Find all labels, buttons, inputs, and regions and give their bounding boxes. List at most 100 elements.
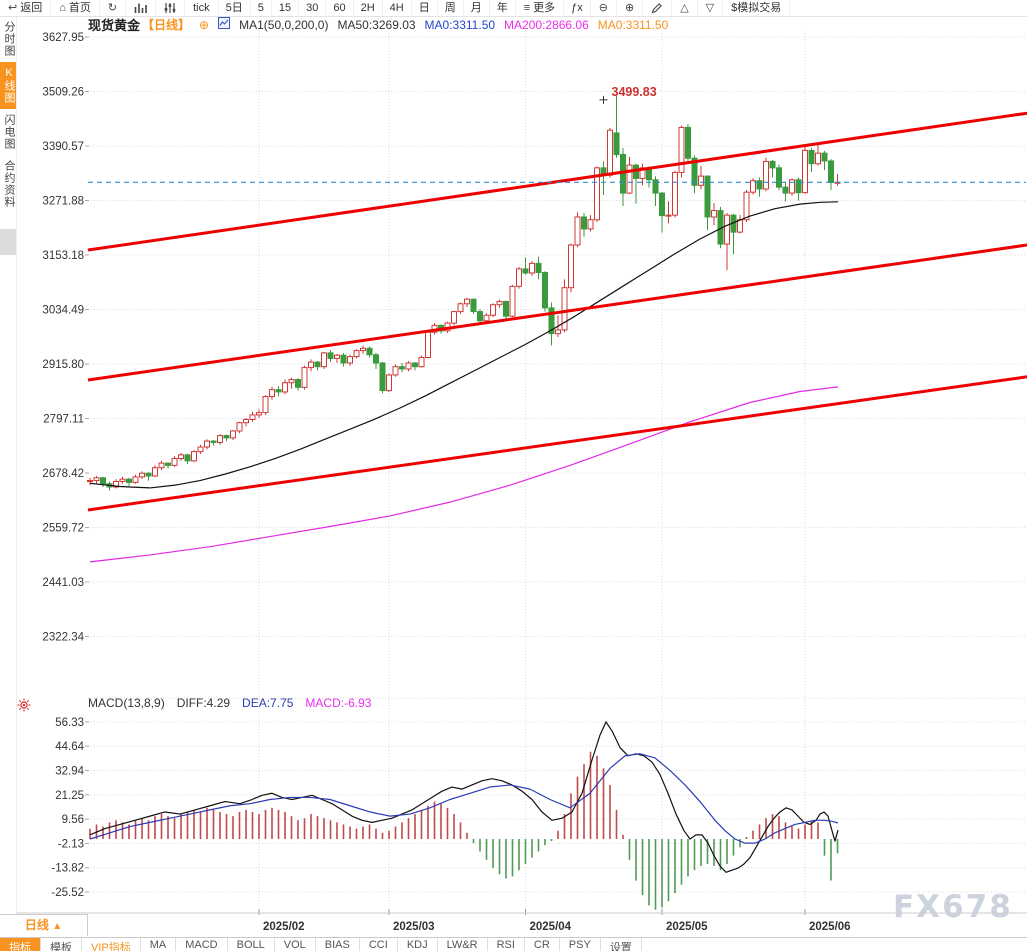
candle [503,300,509,317]
tab-指标[interactable]: 指标 [0,938,41,951]
toolbar-button-zoom-out[interactable]: ⊖ [591,0,617,16]
toolbar-button-week[interactable]: 周 [438,0,464,16]
tab-RSI[interactable]: RSI [488,938,525,951]
toolbar-button-m60[interactable]: 60 [326,0,354,16]
toolbar-button-month[interactable]: 月 [464,0,490,16]
tab-CCI[interactable]: CCI [360,938,398,951]
tab-KDJ[interactable]: KDJ [398,938,438,951]
candle [184,454,191,462]
tab-PSY[interactable]: PSY [560,938,601,951]
period-dropdown-label: 日线 [24,918,49,932]
candle [457,303,464,313]
toolbar-button-fx[interactable]: ƒx [564,0,591,16]
toolbar-button-draw[interactable] [643,0,673,16]
toolbar-button-label: 周 [444,1,456,14]
sidebar-item-time-share[interactable]: 分时图 [3,21,15,57]
toolbar-button-m30[interactable]: 30 [299,0,327,16]
trendline[interactable] [87,111,1027,252]
toolbar-button-label: 年 [496,1,508,14]
sidebar-item-contract-info[interactable]: 合约资料 [3,160,15,208]
trendline[interactable] [87,243,1027,382]
tab-CR[interactable]: CR [525,938,560,951]
candle [204,440,210,448]
toolbar-button-m5[interactable]: 5 [251,0,272,16]
candle [542,272,548,309]
candle [119,478,126,482]
toolbar-button-5d[interactable]: 5日 [219,0,251,16]
candle [821,152,828,162]
refresh-icon: ↻ [107,1,118,14]
toolbar-button-label: 更多 [533,1,556,14]
zoom-in-icon: ⊕ [624,1,635,14]
x-axis-label: 2025/04 [530,921,572,933]
tab-BOLL[interactable]: BOLL [228,938,275,951]
bar-chart-icon [134,2,147,14]
candle [418,356,425,368]
toolbar-button-tick[interactable]: tick [185,0,219,16]
indicator-sun-icon[interactable] [17,698,31,717]
trendline[interactable] [87,375,1027,512]
high-price-annotation: 3499.83 [612,85,657,99]
toolbar-button-h4[interactable]: 4H [383,0,412,16]
tab-MACD[interactable]: MACD [176,938,228,951]
toolbar-button-label: 5日 [225,1,243,14]
toolbar-button-tri-up[interactable]: △ [672,0,698,16]
candle [477,311,483,322]
candle [366,347,373,356]
toolbar-button-more[interactable]: ≡ 更多 [516,0,565,16]
sidebar-item-kline[interactable]: K线图 [0,62,16,109]
toolbar-button-h2[interactable]: 2H [354,0,383,16]
sidebar-item-lightning[interactable]: 闪电图 [3,114,15,150]
sidebar-scroll-thumb[interactable] [0,229,16,255]
candle [379,362,386,392]
candle [704,175,711,218]
macd-dea-line [89,753,839,844]
candle [132,476,139,483]
tab-LW&R[interactable]: LW&R [438,938,488,951]
toolbar-button-home[interactable]: ⌂ 首页 [51,0,100,16]
toolbar-button-label: 15 [278,1,292,14]
candle [581,216,587,230]
chart-type-sidebar: 分时图 K线图闪电图合约资料 [0,16,17,950]
tab-BIAS[interactable]: BIAS [316,938,360,951]
toolbar-button-tri-down[interactable]: ▽ [698,0,724,16]
toolbar-button-indicator-settings[interactable] [156,0,186,16]
tab-MA[interactable]: MA [141,938,177,951]
candle [763,160,769,190]
tab-VIP指标[interactable]: VIP指标 [82,938,141,951]
tri-up-icon: △ [680,1,689,14]
toolbar-button-m15[interactable]: 15 [272,0,300,16]
tab-VOL[interactable]: VOL [275,938,316,951]
add-favorite-icon[interactable]: ⊕ [199,17,210,32]
toolbar-button-year[interactable]: 年 [490,0,516,16]
toolbar-button-day[interactable]: 日 [412,0,438,16]
toolbar-button-refresh[interactable]: ↻ [100,0,127,16]
toolbar-button-zoom-in[interactable]: ⊕ [617,0,644,16]
candle [360,347,366,352]
candle [425,331,431,358]
macd-macd-value: MACD:-6.93 [305,696,372,710]
candle [191,451,197,462]
price-axis-label: 3271.88 [42,196,84,208]
price-axis-label: 2915.80 [42,359,84,371]
candle [275,389,282,393]
candle [470,298,477,313]
candle [139,472,145,478]
toolbar-button-label: 2H [360,1,375,14]
candle [210,440,217,443]
tab-模板[interactable]: 模板 [41,938,82,951]
candle [236,422,243,432]
toolbar-button-chart-type[interactable] [126,0,157,16]
macd-axis-label: -13.82 [51,863,84,875]
toolbar-button-back[interactable]: ↩ 返回 [0,0,52,16]
toolbar-button-sim-trade[interactable]: $模拟交易 [723,0,791,16]
period-dropdown-button[interactable]: 日线 ▲ [0,914,88,936]
indicator-tabbar: 指标 模板 VIP指标 MA MACD BOLL VOL BIAS CCI KDJ LW&R RSI C… [0,937,1027,951]
tab-设置[interactable]: 设置 [601,938,642,951]
macd-diff-line [89,721,839,873]
candle [789,179,795,194]
price-axis-label: 2797.11 [43,414,84,426]
candle [308,361,314,369]
candle [685,126,691,159]
